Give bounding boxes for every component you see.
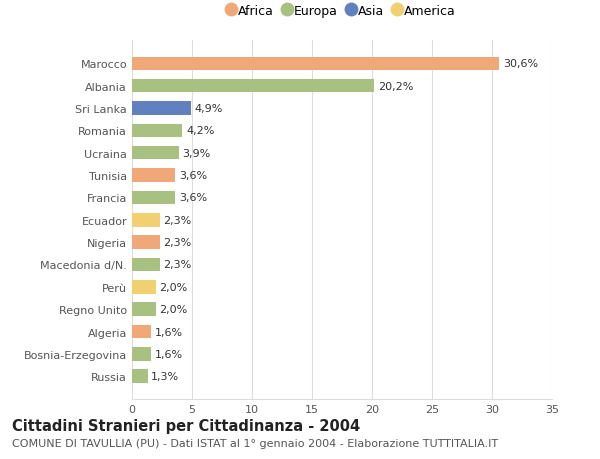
Bar <box>132 147 179 160</box>
Text: 3,9%: 3,9% <box>182 148 211 158</box>
Text: 1,6%: 1,6% <box>155 327 183 337</box>
Bar <box>132 325 151 338</box>
Legend: Africa, Europa, Asia, America: Africa, Europa, Asia, America <box>228 5 456 17</box>
Bar <box>132 280 156 294</box>
Text: 2,3%: 2,3% <box>163 238 191 247</box>
Bar <box>132 369 148 383</box>
Text: 1,3%: 1,3% <box>151 371 179 381</box>
Text: 3,6%: 3,6% <box>179 193 207 203</box>
Bar <box>132 347 151 361</box>
Bar <box>132 213 160 227</box>
Text: 1,6%: 1,6% <box>155 349 183 359</box>
Text: 2,3%: 2,3% <box>163 260 191 270</box>
Bar <box>132 124 182 138</box>
Text: 4,2%: 4,2% <box>186 126 214 136</box>
Text: 30,6%: 30,6% <box>503 59 538 69</box>
Text: Cittadini Stranieri per Cittadinanza - 2004: Cittadini Stranieri per Cittadinanza - 2… <box>12 418 360 433</box>
Bar <box>132 191 175 205</box>
Text: 3,6%: 3,6% <box>179 171 207 181</box>
Text: 20,2%: 20,2% <box>378 82 413 91</box>
Bar <box>132 169 175 182</box>
Text: 2,3%: 2,3% <box>163 215 191 225</box>
Text: 2,0%: 2,0% <box>160 304 188 314</box>
Bar <box>132 236 160 249</box>
Bar <box>132 80 374 93</box>
Bar <box>132 57 499 71</box>
Bar <box>132 102 191 116</box>
Text: 4,9%: 4,9% <box>194 104 223 114</box>
Bar <box>132 303 156 316</box>
Text: COMUNE DI TAVULLIA (PU) - Dati ISTAT al 1° gennaio 2004 - Elaborazione TUTTITALI: COMUNE DI TAVULLIA (PU) - Dati ISTAT al … <box>12 438 498 448</box>
Text: 2,0%: 2,0% <box>160 282 188 292</box>
Bar <box>132 258 160 272</box>
